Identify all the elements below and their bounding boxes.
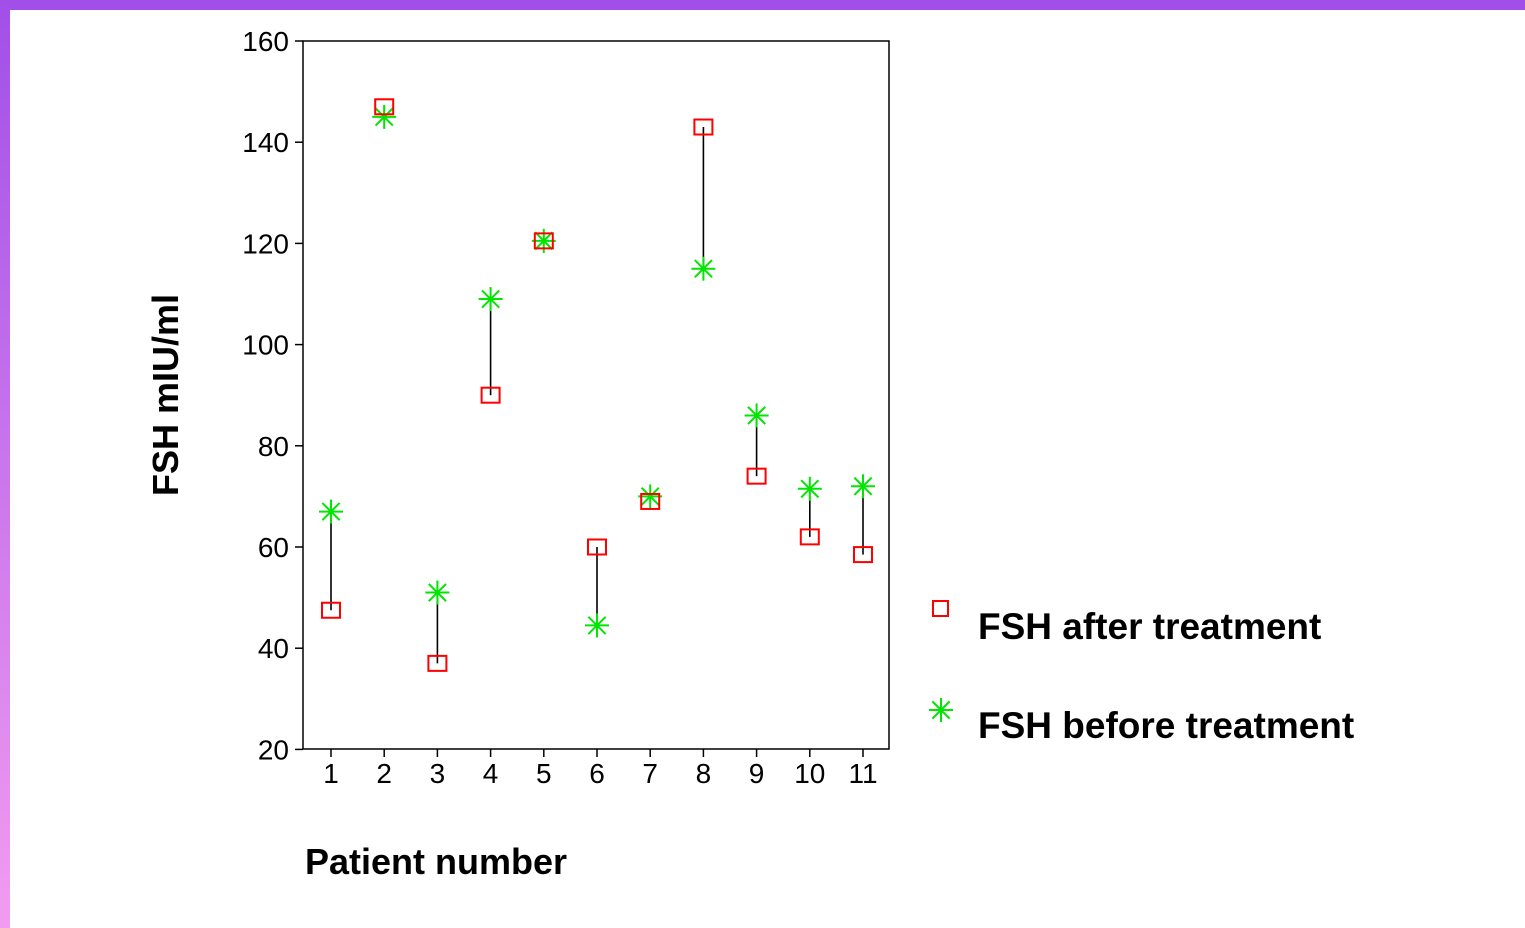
asterisk-stroke bbox=[694, 259, 713, 279]
y-tick-label: 160 bbox=[242, 26, 289, 57]
before-marker bbox=[319, 499, 343, 524]
asterisk-stroke bbox=[931, 700, 951, 720]
before-marker bbox=[744, 403, 769, 428]
asterisk-stroke bbox=[587, 616, 607, 635]
asterisk-stroke bbox=[428, 583, 447, 602]
before-marker bbox=[425, 580, 450, 605]
legend: FSH after treatment FSH before treatment bbox=[929, 600, 1354, 746]
plot-area bbox=[302, 40, 890, 750]
asterisk-icon bbox=[929, 698, 953, 722]
after-marker bbox=[480, 386, 501, 404]
legend-label-after: FSH after treatment bbox=[978, 606, 1321, 647]
x-tick-label: 2 bbox=[376, 758, 392, 789]
y-axis-title: FSH mIU/ml bbox=[145, 294, 186, 496]
after-marker bbox=[693, 118, 714, 136]
before-marker bbox=[851, 474, 875, 499]
before-marker bbox=[797, 476, 822, 501]
x-tick-label: 3 bbox=[430, 758, 446, 789]
after-marker bbox=[587, 538, 607, 556]
x-tick-label: 7 bbox=[642, 758, 658, 789]
x-tick-label: 5 bbox=[536, 758, 552, 789]
x-axis: 1 2 3 4 5 6 7 8 9 10 11 bbox=[323, 749, 878, 789]
after-marker bbox=[321, 601, 341, 619]
before-marker bbox=[691, 256, 716, 281]
legend-asterisk bbox=[929, 698, 953, 722]
after-marker bbox=[640, 492, 661, 510]
x-tick-label: 4 bbox=[483, 758, 499, 789]
asterisk-stroke bbox=[747, 406, 766, 425]
asterisk-stroke bbox=[481, 289, 500, 309]
y-tick-label: 40 bbox=[258, 633, 289, 664]
connector-lines bbox=[330, 106, 864, 664]
y-tick-label: 20 bbox=[258, 734, 289, 765]
legend-item-after: FSH after treatment bbox=[932, 600, 1321, 647]
y-tick-label: 80 bbox=[258, 431, 289, 462]
before-marker bbox=[372, 104, 397, 129]
after-marker bbox=[746, 467, 767, 485]
y-axis: 20 40 60 80 100 120 140 160 bbox=[242, 26, 303, 765]
asterisk-stroke bbox=[853, 476, 873, 496]
x-tick-label: 10 bbox=[794, 758, 825, 789]
frame-left-bar bbox=[0, 0, 10, 928]
asterisk-stroke bbox=[640, 487, 660, 506]
x-tick-label: 9 bbox=[749, 758, 765, 789]
y-tick-label: 140 bbox=[242, 127, 289, 158]
frame-top-bar bbox=[0, 0, 1525, 10]
after-marker bbox=[799, 528, 820, 546]
y-tick-label: 100 bbox=[242, 330, 289, 361]
before-marker bbox=[478, 287, 503, 312]
after-marker bbox=[427, 654, 448, 672]
data-markers bbox=[319, 98, 875, 672]
x-tick-label: 6 bbox=[589, 758, 605, 789]
legend-item-before: FSH before treatment bbox=[929, 698, 1354, 746]
x-tick-label: 11 bbox=[848, 758, 877, 789]
y-tick-label: 60 bbox=[258, 532, 289, 563]
asterisk-stroke bbox=[321, 502, 341, 521]
y-tick-label: 120 bbox=[242, 228, 289, 259]
asterisk-stroke bbox=[534, 231, 554, 251]
before-marker bbox=[585, 613, 609, 638]
square-icon bbox=[932, 600, 949, 617]
asterisk-stroke bbox=[374, 107, 394, 127]
legend-label-before: FSH before treatment bbox=[978, 705, 1354, 746]
after-marker bbox=[533, 232, 554, 250]
after-marker bbox=[374, 98, 395, 116]
asterisk-stroke bbox=[800, 479, 820, 499]
x-tick-label: 8 bbox=[696, 758, 712, 789]
x-tick-label: 1 bbox=[323, 758, 339, 789]
x-axis-title: Patient number bbox=[305, 841, 567, 882]
after-marker bbox=[853, 546, 873, 564]
